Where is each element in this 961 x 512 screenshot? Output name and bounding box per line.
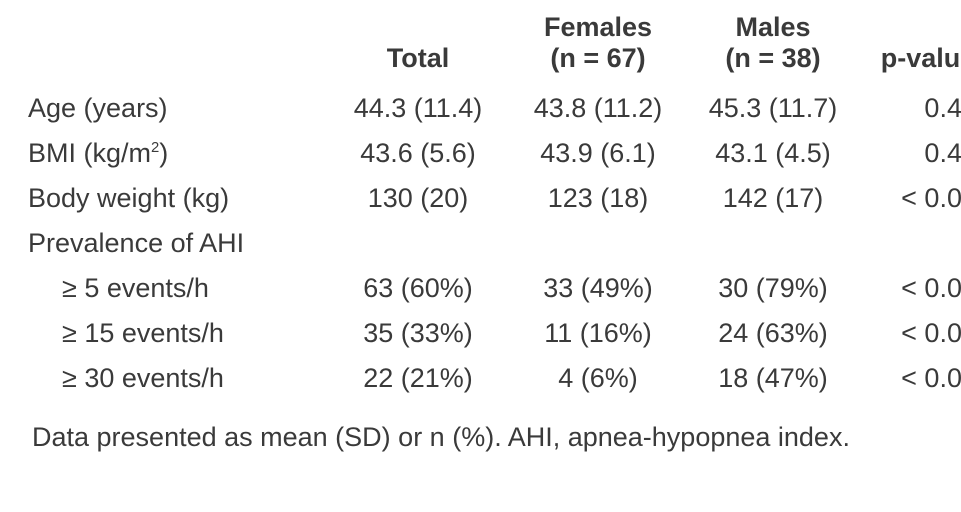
row-label: Body weight (kg) bbox=[28, 176, 328, 221]
cell-total bbox=[328, 221, 508, 266]
cell-total: 63 (60%) bbox=[328, 266, 508, 311]
cell-total: 22 (21%) bbox=[328, 356, 508, 398]
cell-females: 43.8 (11.2) bbox=[508, 86, 688, 131]
cell-females: 11 (16%) bbox=[508, 311, 688, 356]
header-pvalue: p-value bbox=[858, 12, 961, 86]
row-label: Prevalence of AHI bbox=[28, 221, 328, 266]
table-row: Age (years)44.3 (11.4)43.8 (11.2)45.3 (1… bbox=[28, 86, 961, 131]
cell-females: 33 (49%) bbox=[508, 266, 688, 311]
cell-females bbox=[508, 221, 688, 266]
cell-pvalue: 0.498 bbox=[858, 86, 961, 131]
cell-pvalue: < 0.001 bbox=[858, 311, 961, 356]
table-row: ≥ 30 events/h22 (21%)4 (6%)18 (47%)< 0.0… bbox=[28, 356, 961, 398]
cell-females: 4 (6%) bbox=[508, 356, 688, 398]
header-females: Females(n = 67) bbox=[508, 12, 688, 86]
cell-males: 18 (47%) bbox=[688, 356, 858, 398]
table-body: Age (years)44.3 (11.4)43.8 (11.2)45.3 (1… bbox=[28, 86, 961, 398]
row-label: ≥ 30 events/h bbox=[28, 356, 328, 398]
cell-total: 43.6 (5.6) bbox=[328, 131, 508, 176]
table-row: ≥ 15 events/h35 (33%)11 (16%)24 (63%)< 0… bbox=[28, 311, 961, 356]
cell-males: 45.3 (11.7) bbox=[688, 86, 858, 131]
row-label: ≥ 15 events/h bbox=[28, 311, 328, 356]
data-table: Total Females(n = 67) Males(n = 38) p-va… bbox=[28, 12, 961, 398]
row-label: Age (years) bbox=[28, 86, 328, 131]
header-blank bbox=[28, 12, 328, 86]
table-footnote: Data presented as mean (SD) or n (%). AH… bbox=[28, 398, 933, 453]
table-row: BMI (kg/m2)43.6 (5.6)43.9 (6.1)43.1 (4.5… bbox=[28, 131, 961, 176]
cell-males bbox=[688, 221, 858, 266]
cell-females: 123 (18) bbox=[508, 176, 688, 221]
table-row: Body weight (kg)130 (20)123 (18)142 (17)… bbox=[28, 176, 961, 221]
cell-females: 43.9 (6.1) bbox=[508, 131, 688, 176]
cell-males: 24 (63%) bbox=[688, 311, 858, 356]
cell-pvalue bbox=[858, 221, 961, 266]
cell-pvalue: < 0.004 bbox=[858, 266, 961, 311]
cell-males: 43.1 (4.5) bbox=[688, 131, 858, 176]
row-label: ≥ 5 events/h bbox=[28, 266, 328, 311]
table-row: ≥ 5 events/h63 (60%)33 (49%)30 (79%)< 0.… bbox=[28, 266, 961, 311]
cell-total: 44.3 (11.4) bbox=[328, 86, 508, 131]
table-header-row: Total Females(n = 67) Males(n = 38) p-va… bbox=[28, 12, 961, 86]
row-label: BMI (kg/m2) bbox=[28, 131, 328, 176]
cell-total: 130 (20) bbox=[328, 176, 508, 221]
table-container: Total Females(n = 67) Males(n = 38) p-va… bbox=[0, 0, 961, 453]
cell-males: 142 (17) bbox=[688, 176, 858, 221]
cell-pvalue: < 0.001 bbox=[858, 356, 961, 398]
header-total: Total bbox=[328, 12, 508, 86]
header-males: Males(n = 38) bbox=[688, 12, 858, 86]
cell-total: 35 (33%) bbox=[328, 311, 508, 356]
cell-pvalue: < 0.001 bbox=[858, 176, 961, 221]
cell-males: 30 (79%) bbox=[688, 266, 858, 311]
table-row: Prevalence of AHI bbox=[28, 221, 961, 266]
cell-pvalue: 0.449 bbox=[858, 131, 961, 176]
